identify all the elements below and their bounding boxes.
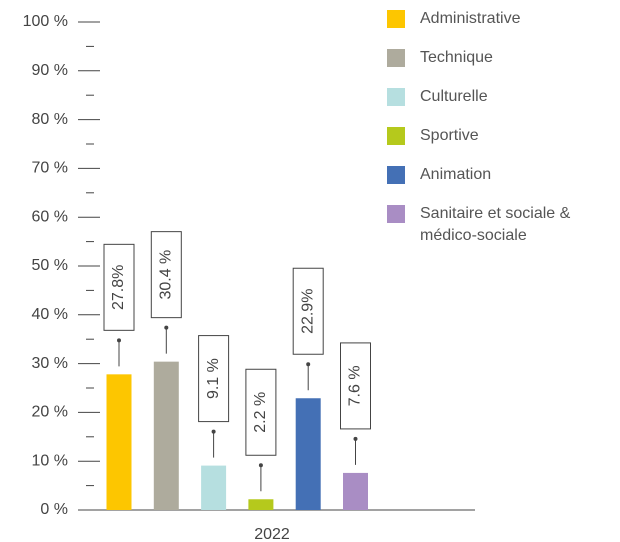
label-box bbox=[103, 243, 135, 331]
label-box bbox=[150, 231, 182, 319]
label-dot bbox=[117, 338, 121, 343]
y-tick-label: 50 % bbox=[32, 257, 68, 274]
y-tick-label: 100 % bbox=[23, 13, 68, 30]
label-box bbox=[245, 368, 277, 456]
legend-item: Culturelle bbox=[387, 86, 612, 108]
data-label: 9.1 % bbox=[205, 358, 222, 399]
legend-swatch bbox=[387, 127, 405, 145]
y-tick-label: 40 % bbox=[32, 306, 68, 323]
bar bbox=[295, 398, 321, 510]
label-dot bbox=[306, 362, 311, 367]
legend-label: Sportive bbox=[420, 127, 479, 144]
label-box bbox=[198, 335, 230, 423]
legend-label: Sanitaire et sociale & médico-sociale bbox=[420, 205, 571, 244]
legend-label: Technique bbox=[420, 49, 493, 66]
label-dot bbox=[164, 325, 169, 330]
y-tick-label: 30 % bbox=[32, 355, 68, 372]
y-tick-label: 70 % bbox=[32, 160, 68, 177]
y-tick-label: 60 % bbox=[32, 208, 68, 225]
legend-label: Culturelle bbox=[420, 88, 488, 105]
label-dot bbox=[353, 436, 358, 441]
bar bbox=[153, 361, 179, 510]
y-tick-label: 0 % bbox=[40, 501, 68, 518]
label-dot bbox=[258, 463, 263, 468]
legend-item: Animation bbox=[387, 164, 612, 186]
y-tick-label: 20 % bbox=[32, 404, 68, 421]
legend-swatch bbox=[387, 205, 405, 223]
data-label: 30.4 % bbox=[158, 250, 175, 300]
legend-item: Sportive bbox=[387, 125, 612, 147]
y-tick-label: 80 % bbox=[32, 111, 68, 128]
legend-item: Administrative bbox=[387, 8, 612, 30]
bar bbox=[201, 465, 227, 510]
y-tick-label: 90 % bbox=[32, 62, 68, 79]
data-label: 22.9% bbox=[299, 289, 316, 334]
bar bbox=[248, 499, 274, 510]
legend-label: Administrative bbox=[420, 10, 521, 27]
legend-label: Animation bbox=[420, 166, 492, 183]
data-label: 7.6 % bbox=[347, 365, 364, 406]
label-box bbox=[340, 342, 371, 430]
y-tick-label: 10 % bbox=[32, 452, 68, 469]
legend-item: Technique bbox=[387, 47, 612, 69]
label-dot bbox=[211, 429, 216, 434]
label-box bbox=[292, 267, 324, 355]
legend: Administrative Technique Culturelle Sportiv… bbox=[387, 8, 612, 264]
bar bbox=[343, 472, 368, 510]
x-tick-label: 2022 bbox=[254, 526, 290, 542]
data-label: 27.8% bbox=[110, 265, 127, 310]
legend-swatch bbox=[387, 88, 405, 106]
legend-swatch bbox=[387, 49, 405, 67]
legend-swatch bbox=[387, 166, 405, 184]
legend-swatch bbox=[387, 10, 405, 28]
data-label: 2.2 % bbox=[252, 392, 269, 433]
legend-item: Sanitaire et sociale & médico-sociale bbox=[387, 203, 612, 247]
bar bbox=[106, 374, 132, 510]
